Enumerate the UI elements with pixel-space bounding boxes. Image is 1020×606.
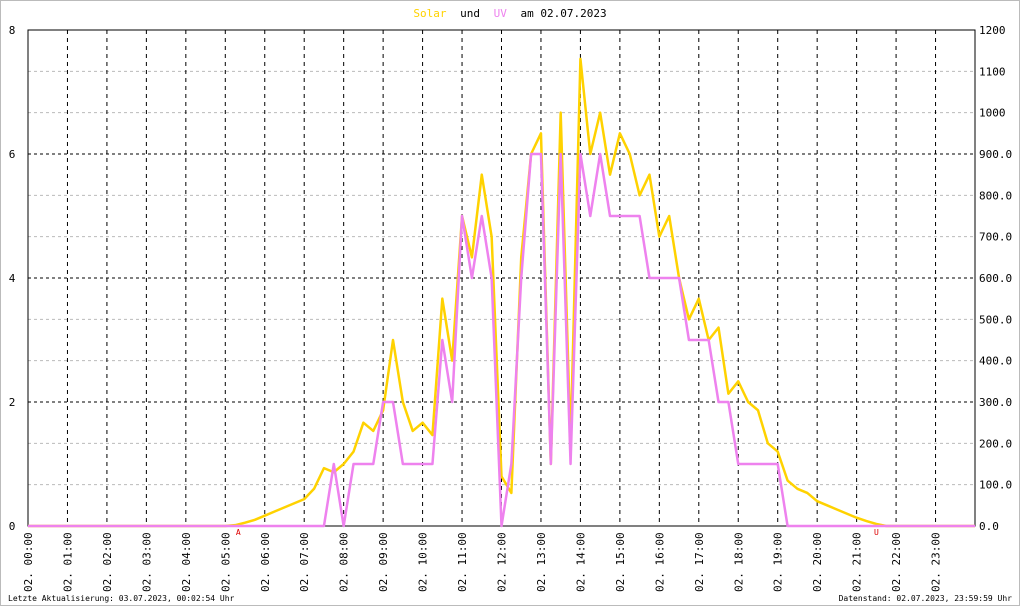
footer: Letzte Aktualisierung: 03.07.2023, 00:02… <box>8 594 235 603</box>
y2-tick-label: 700.0 <box>979 231 1012 244</box>
x-tick-label: 02. 17:00 <box>693 532 706 592</box>
chart-title: Solar und UV am 02.07.2023 <box>413 7 606 20</box>
x-tick-label: 02. 21:00 <box>851 532 864 592</box>
x-tick-label: 02. 20:00 <box>811 532 824 592</box>
x-tick-label: 02. 06:00 <box>259 532 272 592</box>
x-tick-label: 02. 04:00 <box>180 532 193 592</box>
title-series: Solar <box>413 7 446 20</box>
y-tick-label: 8 <box>9 24 16 37</box>
y2-tick-label: 0.0 <box>979 520 999 533</box>
x-tick-label: 02. 09:00 <box>377 532 390 592</box>
x-tick-label: 02. 01:00 <box>61 532 74 592</box>
title-part: und <box>460 7 480 20</box>
y2-tick-label: 300.0 <box>979 396 1012 409</box>
annotation: U <box>874 528 879 537</box>
y2-tick-label: 100.0 <box>979 479 1012 492</box>
x-tick-label: 02. 13:00 <box>535 532 548 592</box>
x-tick-label: 02. 00:00 <box>22 532 35 592</box>
x-tick-label: 02. 18:00 <box>732 532 745 592</box>
x-tick-label: 02. 10:00 <box>417 532 430 592</box>
series-line <box>28 152 975 528</box>
y-tick-label: 6 <box>9 148 16 161</box>
y2-tick-label: 600.0 <box>979 272 1012 285</box>
x-tick-label: 02. 05:00 <box>219 532 232 592</box>
y-tick-label: 0 <box>9 520 16 533</box>
title-series: UV <box>494 7 508 20</box>
x-tick-label: 02. 14:00 <box>574 532 587 592</box>
y2-tick-label: 900.0 <box>979 148 1012 161</box>
x-tick-label: 02. 22:00 <box>890 532 903 592</box>
title-part: am 02.07.2023 <box>521 7 607 20</box>
footer: Datenstand: 02.07.2023, 23:59:59 Uhr <box>839 594 1013 603</box>
x-tick-label: 02. 23:00 <box>930 532 943 592</box>
x-tick-label: 02. 03:00 <box>140 532 153 592</box>
y2-tick-label: 400.0 <box>979 355 1012 368</box>
x-tick-label: 02. 16:00 <box>653 532 666 592</box>
annotation: A <box>236 528 241 537</box>
y2-tick-label: 1100 <box>979 65 1006 78</box>
x-tick-label: 02. 19:00 <box>772 532 785 592</box>
x-tick-label: 02. 08:00 <box>338 532 351 592</box>
x-tick-label: 02. 12:00 <box>496 532 509 592</box>
y2-tick-label: 200.0 <box>979 437 1012 450</box>
x-tick-label: 02. 02:00 <box>101 532 114 592</box>
y-tick-label: 2 <box>9 396 16 409</box>
y2-tick-label: 800.0 <box>979 189 1012 202</box>
y2-tick-label: 500.0 <box>979 313 1012 326</box>
x-tick-label: 02. 15:00 <box>614 532 627 592</box>
x-tick-label: 02. 11:00 <box>456 532 469 592</box>
y2-tick-label: 1000 <box>979 107 1006 120</box>
y2-tick-label: 1200 <box>979 24 1006 37</box>
x-tick-label: 02. 07:00 <box>298 532 311 592</box>
y-tick-label: 4 <box>9 272 16 285</box>
